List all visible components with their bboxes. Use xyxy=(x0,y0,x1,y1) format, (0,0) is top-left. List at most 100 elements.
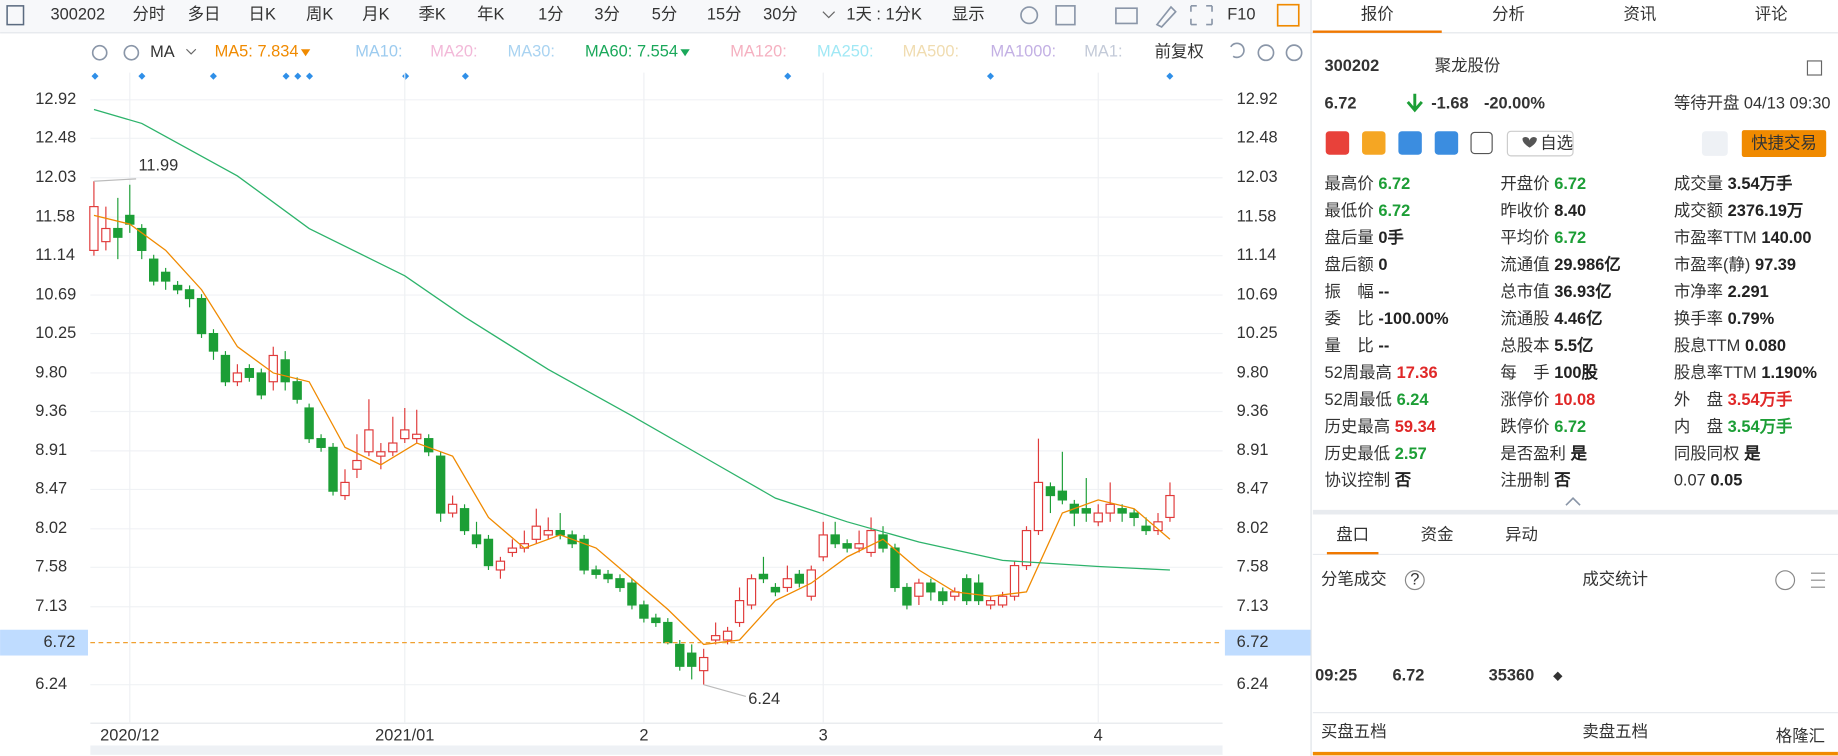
field-label: 平均价 xyxy=(1500,229,1549,247)
indicator-item[interactable]: MA250: xyxy=(817,43,874,61)
feature-icon[interactable] xyxy=(1434,131,1459,155)
f10-button[interactable]: F10 xyxy=(1227,6,1255,24)
event-marker[interactable] xyxy=(402,72,410,80)
indicator-item[interactable]: MA30: xyxy=(508,43,555,61)
candle-body xyxy=(1045,486,1056,497)
indicator-item[interactable]: MA5: 7.834 xyxy=(215,43,299,61)
x-tick-label: 4 xyxy=(1094,726,1103,744)
panel-icon[interactable] xyxy=(1806,60,1823,76)
field-label: 盘后额 xyxy=(1325,255,1374,274)
zoom-out[interactable] xyxy=(1257,44,1275,62)
zoom-in[interactable] xyxy=(1285,44,1303,62)
scrollbar[interactable] xyxy=(90,745,1223,755)
detail-tab[interactable]: 异动 xyxy=(1505,526,1538,544)
trade-button[interactable]: 快捷交易 xyxy=(1751,134,1817,152)
detail-tab[interactable]: 盘口 xyxy=(1336,525,1369,544)
fullscreen-icon[interactable] xyxy=(1190,5,1213,26)
y-tick-label: 7.13 xyxy=(35,597,67,615)
feature-icon[interactable] xyxy=(1325,131,1350,155)
event-marker[interactable] xyxy=(138,72,146,80)
y-tick-label: 9.80 xyxy=(35,363,67,381)
period-tab[interactable]: 周K xyxy=(306,6,333,24)
period-tab[interactable]: 季K xyxy=(419,6,446,24)
dropdown-icon[interactable] xyxy=(186,48,197,55)
gear-icon[interactable] xyxy=(91,44,108,61)
close-icon[interactable] xyxy=(123,44,140,61)
quote-field: 昨收价 8.40 xyxy=(1500,202,1586,220)
indicator-item[interactable]: MA1: xyxy=(1084,43,1122,61)
candle-body xyxy=(985,600,996,606)
field-label: 流通股 xyxy=(1500,310,1549,328)
more-icon[interactable] xyxy=(1775,570,1796,591)
camera-icon[interactable] xyxy=(1115,7,1138,25)
period-tab[interactable]: 多日 xyxy=(188,6,221,24)
candle-body xyxy=(866,529,876,554)
panel-tab[interactable]: 分析 xyxy=(1492,6,1525,24)
display-select[interactable]: 显示 xyxy=(952,6,985,24)
watch-button[interactable]: 自选 xyxy=(1540,134,1573,152)
help-icon[interactable]: ? xyxy=(1410,571,1419,589)
indicator-name: MA60: xyxy=(585,43,632,61)
event-marker[interactable] xyxy=(1166,72,1174,80)
period-tab[interactable]: 15分 xyxy=(707,6,742,24)
interval-select[interactable]: 1天 : 1分K xyxy=(846,6,922,24)
indicator-item[interactable]: MA120: xyxy=(730,43,787,61)
event-marker[interactable] xyxy=(209,72,217,80)
event-marker[interactable] xyxy=(282,72,290,80)
event-marker[interactable] xyxy=(294,72,302,80)
feature-icon[interactable] xyxy=(1470,131,1493,155)
period-tab[interactable]: 3分 xyxy=(594,6,620,24)
bell-button[interactable] xyxy=(1701,131,1728,156)
reset-icon[interactable] xyxy=(1230,42,1245,59)
panel-tab[interactable]: 评论 xyxy=(1755,6,1788,24)
indicator-item[interactable]: MA60: 7.554 xyxy=(585,43,678,61)
pen-icon[interactable] xyxy=(1155,5,1177,28)
indicator-item[interactable]: MA10: xyxy=(355,43,402,61)
indicator-item[interactable]: MA500: xyxy=(903,43,960,61)
event-marker[interactable] xyxy=(461,72,469,80)
adjust-button[interactable]: 前复权 xyxy=(1155,43,1204,61)
feature-icon[interactable] xyxy=(1362,131,1386,155)
quote-field: 开盘价 6.72 xyxy=(1500,175,1586,194)
panel-tab[interactable]: 报价 xyxy=(1361,6,1394,24)
quote-field: 52周最高 17.36 xyxy=(1325,364,1438,382)
detail-tab[interactable]: 资金 xyxy=(1421,526,1454,544)
indicator-name: MA250: xyxy=(817,43,874,61)
period-tab[interactable]: 1分 xyxy=(538,6,564,24)
y-tick-label-right: 8.47 xyxy=(1237,480,1269,498)
y-tick-label: 8.91 xyxy=(35,441,67,459)
watch-button-bg[interactable] xyxy=(1506,130,1574,157)
quote-field: 协议控制否 xyxy=(1325,472,1412,490)
candle-body xyxy=(220,354,231,383)
field-value: 3.54万手 xyxy=(1728,175,1793,194)
period-tab[interactable]: 年K xyxy=(477,6,504,24)
layout-icon[interactable] xyxy=(1276,3,1300,27)
period-tab[interactable]: 30分 xyxy=(763,6,798,24)
list-icon[interactable] xyxy=(1810,572,1826,588)
y-tick-label-right: 11.58 xyxy=(1237,207,1277,225)
dropdown-icon[interactable] xyxy=(822,11,836,19)
help-circle[interactable] xyxy=(1404,570,1425,591)
feature-icon[interactable] xyxy=(1398,131,1422,155)
indicator-name: MA10: xyxy=(355,43,402,61)
field-label: 总股本 xyxy=(1500,337,1549,355)
book-title: 买盘五档 xyxy=(1321,722,1387,741)
indicator-item[interactable]: MA1000: xyxy=(990,43,1056,61)
candle-body xyxy=(579,538,589,571)
period-tab[interactable]: 月K xyxy=(362,6,389,24)
field-value: 17.36 xyxy=(1397,364,1438,382)
event-marker[interactable] xyxy=(305,72,314,80)
trade-button-bg[interactable] xyxy=(1741,130,1827,158)
indicator-item[interactable]: MA20: xyxy=(430,43,477,61)
event-marker[interactable] xyxy=(91,72,99,80)
field-value: 0.79% xyxy=(1728,310,1775,328)
period-tab[interactable]: 5分 xyxy=(652,6,678,24)
settings-icon[interactable] xyxy=(1020,6,1039,25)
menu-icon[interactable] xyxy=(6,5,25,26)
panel-tab[interactable]: 资讯 xyxy=(1623,6,1656,24)
box-icon[interactable] xyxy=(1055,5,1076,26)
period-tab[interactable]: 日K xyxy=(249,6,276,24)
candle-body xyxy=(663,621,673,644)
collapse-icon[interactable] xyxy=(1565,496,1581,506)
period-tab[interactable]: 分时 xyxy=(133,6,166,24)
